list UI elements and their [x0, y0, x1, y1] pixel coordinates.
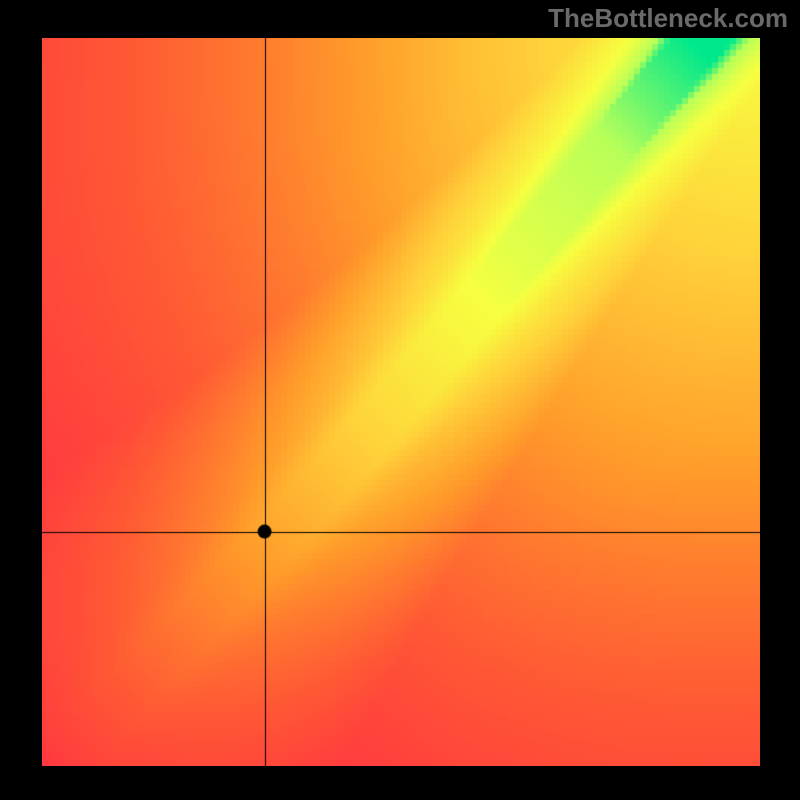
heatmap-canvas [42, 38, 760, 766]
watermark-text: TheBottleneck.com [548, 3, 788, 34]
bottleneck-heatmap [42, 38, 760, 766]
